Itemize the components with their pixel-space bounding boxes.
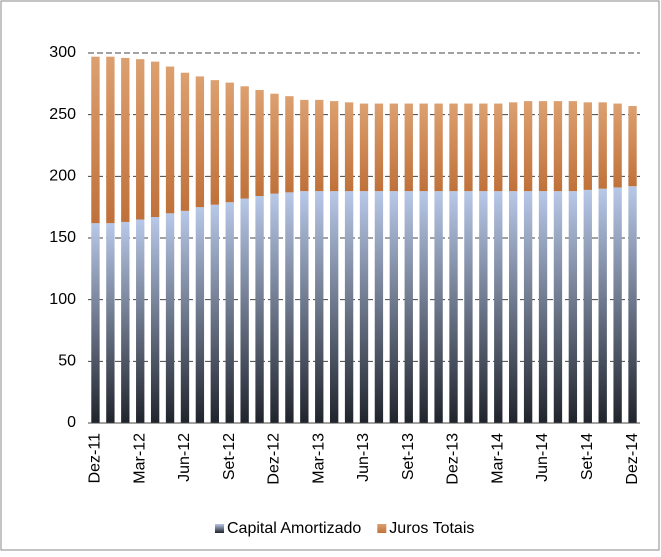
x-tick-label: Set-12 — [221, 433, 238, 480]
bar-segment — [255, 196, 264, 423]
bar-segment — [165, 213, 175, 423]
bar-segment — [628, 186, 637, 423]
x-tick-label: Jun-13 — [355, 433, 372, 482]
bar-segment — [374, 103, 384, 192]
x-tick-label: Set-14 — [579, 433, 596, 480]
y-tick-label: 200 — [49, 168, 76, 185]
bar-segment — [583, 102, 592, 190]
bar-segment — [359, 103, 369, 192]
bar-segment — [240, 198, 249, 423]
bar-segment — [255, 90, 264, 197]
x-tick-label: Dez-11 — [87, 433, 104, 483]
x-tick-label: Mar-12 — [131, 433, 148, 484]
bar-segment — [374, 191, 384, 423]
legend-swatch — [377, 524, 387, 533]
bar-segment — [136, 59, 145, 220]
bar-segment — [553, 191, 563, 423]
bar-segment — [329, 191, 339, 423]
bar-segment — [150, 217, 160, 423]
bar-segment — [509, 191, 518, 423]
x-tick-label: Set-13 — [400, 433, 417, 480]
legend-label: Juros Totais — [389, 520, 474, 537]
bar-segment — [434, 191, 443, 423]
bar-segment — [270, 93, 279, 194]
bar-segment — [509, 102, 518, 192]
x-tick-label: Jun-12 — [176, 433, 193, 482]
bar-segment — [329, 101, 339, 192]
bar-segment — [583, 189, 592, 423]
bar-segment — [91, 223, 100, 423]
bar-segment — [464, 103, 473, 192]
bar-segment — [628, 106, 637, 187]
bar-segment — [598, 102, 607, 189]
bar-segment — [136, 219, 145, 423]
bar-segment — [494, 103, 503, 192]
bar-segment — [523, 101, 533, 192]
bar-segment — [538, 191, 548, 423]
bar-segment — [568, 191, 578, 423]
bar-segment — [150, 61, 160, 218]
bar-segment — [419, 191, 428, 423]
bar-segment — [195, 76, 205, 208]
x-tick-label: Mar-13 — [310, 433, 327, 484]
x-tick-label: Mar-14 — [489, 433, 506, 484]
y-tick-label: 150 — [49, 229, 76, 246]
bar-segment — [479, 191, 488, 423]
legend-label: Capital Amortizado — [227, 520, 361, 537]
bar-segment — [285, 96, 294, 193]
bar-segment — [449, 191, 458, 423]
bar-segment — [300, 191, 309, 423]
bar-segment — [195, 207, 205, 423]
bar-segment — [315, 99, 324, 192]
bar-segment — [553, 101, 563, 192]
bar-segment — [359, 191, 369, 423]
bar-segment — [270, 193, 279, 423]
bar-segment — [225, 82, 234, 203]
legend-swatch — [215, 524, 224, 533]
bar-segment — [240, 86, 249, 199]
bar-segment — [613, 187, 622, 423]
bar-segment — [479, 103, 488, 192]
x-tick-label: Dez-13 — [445, 433, 462, 485]
bar-segment — [538, 101, 548, 192]
bar-segment — [449, 103, 458, 192]
bar-segment — [404, 103, 413, 192]
y-tick-label: 0 — [67, 414, 76, 431]
bar-segment — [344, 102, 354, 192]
x-tick-label: Jun-14 — [534, 433, 551, 482]
bar-segment — [404, 191, 413, 423]
bar-segment — [389, 103, 399, 192]
bar-segment — [344, 191, 354, 423]
bar-segment — [210, 80, 219, 205]
bar-segment — [285, 192, 294, 423]
bar-segment — [180, 210, 190, 423]
bar-segment — [121, 221, 130, 423]
bar-segment — [165, 66, 175, 214]
bar-segment — [598, 188, 607, 423]
bar-segment — [91, 56, 100, 224]
y-tick-label: 300 — [49, 44, 76, 61]
y-tick-label: 250 — [49, 106, 76, 123]
bar-segment — [300, 99, 309, 192]
x-tick-label: Dez-12 — [266, 433, 283, 485]
bar-segment — [106, 223, 115, 423]
bar-segment — [613, 103, 622, 188]
bar-segment — [494, 191, 503, 423]
bar-segment — [568, 101, 578, 192]
bar-segment — [106, 56, 115, 224]
bar-segment — [315, 191, 324, 423]
bar-segment — [121, 57, 130, 222]
bar-segment — [180, 72, 190, 211]
y-tick-label: 100 — [49, 291, 76, 308]
bar-segment — [225, 202, 234, 423]
y-tick-label: 50 — [58, 353, 76, 370]
bar-segment — [434, 103, 443, 192]
x-tick-label: Dez-14 — [624, 433, 641, 485]
bar-segment — [389, 191, 399, 423]
bar-segment — [464, 191, 473, 423]
bar-segment — [210, 204, 219, 423]
bar-segment — [523, 191, 533, 423]
bar-segment — [419, 103, 428, 192]
